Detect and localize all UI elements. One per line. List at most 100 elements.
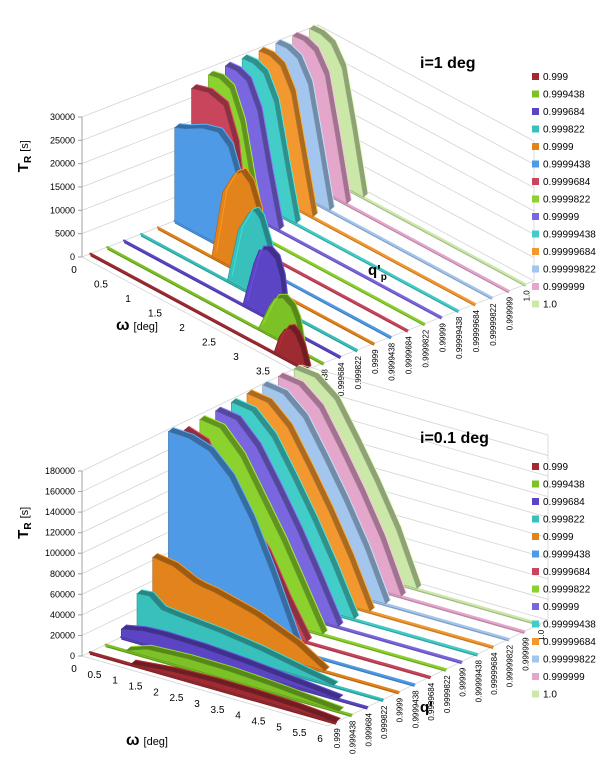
series-floor	[89, 252, 308, 371]
x-tick-label: 1.5	[148, 309, 162, 320]
x-axis-symbol: ω	[116, 317, 130, 334]
legend-label: 1.0	[543, 690, 557, 701]
series-face	[130, 663, 336, 723]
legend-swatch	[532, 265, 539, 273]
z-tick-label: 120000	[45, 528, 75, 538]
x-tick-label: 5	[276, 722, 282, 733]
legend-swatch	[532, 655, 539, 663]
y-tick-label: 0.99999438	[474, 660, 483, 703]
legend-swatch	[532, 108, 539, 115]
series-top-edge	[278, 323, 312, 366]
y-tick-label: 0.9999	[396, 697, 405, 722]
legend-label: 0.99999	[543, 212, 580, 223]
y-tick-label: 0.9999	[371, 349, 380, 374]
series-top-edge	[135, 659, 341, 719]
series-face	[136, 593, 334, 686]
y-axis-title: q'p	[368, 262, 387, 283]
y-tick-label: 0.999438	[349, 720, 358, 754]
legend: 0.999 0.999438 0.999684 0.999822 0.9999 0.999…	[532, 72, 596, 311]
chart-title: i=1 deg	[420, 55, 476, 72]
y-tick-label: 0.999999	[521, 637, 530, 671]
legend-label: 0.999684	[543, 107, 585, 118]
x-tick-label: 4.5	[252, 717, 266, 728]
legend-swatch	[532, 550, 539, 558]
y-tick-label: 0.999999	[506, 296, 515, 330]
series-top-edge	[282, 372, 407, 593]
x-tick-label: 3.5	[211, 705, 225, 716]
series-top-edge	[141, 589, 339, 683]
series-top-edge	[172, 427, 305, 649]
x-axis-title: ω [deg]	[126, 732, 168, 749]
legend-label: 0.9999	[543, 142, 574, 153]
legend-swatch	[532, 143, 539, 150]
z-axis-title: TR [s]	[15, 140, 34, 172]
z-tick-label: 40000	[50, 610, 75, 620]
series-top-edge	[267, 380, 391, 601]
legend-label: 0.9999684	[543, 567, 591, 578]
x-tick-label: 4	[235, 711, 241, 722]
series-face	[125, 648, 340, 712]
x-axis-title: ω [deg]	[116, 317, 158, 334]
series-rim	[215, 406, 344, 627]
legend-swatch	[532, 300, 539, 308]
series-rim	[184, 426, 312, 642]
floor-edge	[81, 655, 329, 727]
legend-label: 0.99999822	[543, 655, 596, 666]
x-tick-label: 2.5	[170, 693, 184, 704]
legend-swatch	[532, 195, 539, 203]
y-tick-label: 0.99999684	[472, 309, 481, 352]
series-top-edge	[231, 206, 282, 303]
series-rim	[225, 61, 284, 231]
series-top-edge	[204, 415, 328, 631]
series-rim	[242, 54, 301, 224]
legend-label: 0.9999684	[543, 177, 591, 188]
z-tick-label: 0	[70, 252, 75, 262]
legend-label: 0.99999684	[543, 247, 596, 258]
legend-label: 0.9999438	[543, 550, 591, 561]
legend-swatch	[532, 515, 539, 523]
series-top-edge	[246, 53, 302, 220]
z-tick-label: 15000	[50, 182, 75, 192]
x-tick-label: 0.5	[88, 670, 102, 681]
y-axis-title: q'	[420, 699, 433, 716]
y-tick-label: 0.99999438	[455, 316, 464, 359]
legend-swatch	[532, 248, 539, 255]
series-face	[120, 628, 339, 700]
y-tick-label: 0.9999684	[405, 336, 414, 374]
z-axis-unit: [s]	[19, 140, 31, 152]
series-ribbon	[88, 651, 341, 725]
legend-label: 0.999822	[543, 515, 585, 526]
x-axis-unit: [deg]	[134, 321, 158, 333]
y-tick-label: 0.99999684	[490, 652, 499, 695]
x-tick-label: 5.5	[293, 728, 307, 739]
legend-swatch	[532, 283, 539, 290]
series-rim	[259, 46, 318, 218]
x-tick-label: 2	[153, 687, 159, 698]
series-face	[152, 556, 326, 672]
y-tick-label: 0.999684	[337, 362, 346, 396]
y-axis-symbol: q'	[368, 262, 381, 279]
x-tick-label: 1.5	[129, 682, 143, 693]
z-tick-label: 0	[70, 651, 75, 661]
legend-label: 0.999999	[543, 672, 585, 683]
series-rim	[121, 624, 344, 699]
series-top-edge	[212, 70, 268, 233]
legend-swatch	[532, 568, 539, 575]
legend-label: 1.0	[543, 300, 557, 311]
series-top-edge	[263, 46, 319, 214]
series-top-edge	[229, 61, 285, 227]
z-axis-subscript: R	[23, 155, 34, 163]
z-tick-label: 60000	[50, 589, 75, 599]
x-tick-label: 1	[125, 294, 131, 305]
legend-label: 0.999999	[543, 282, 585, 293]
floor-edge	[297, 280, 535, 374]
x-axis-unit: [deg]	[144, 736, 168, 748]
legend-swatch	[532, 463, 539, 470]
y-tick-label: 0.9999822	[421, 329, 430, 367]
legend-swatch	[532, 620, 539, 628]
legend-label: 0.999438	[543, 480, 585, 491]
series-rim	[137, 589, 339, 686]
series-top-edge	[157, 552, 330, 668]
z-axis-symbol: T	[15, 163, 32, 172]
